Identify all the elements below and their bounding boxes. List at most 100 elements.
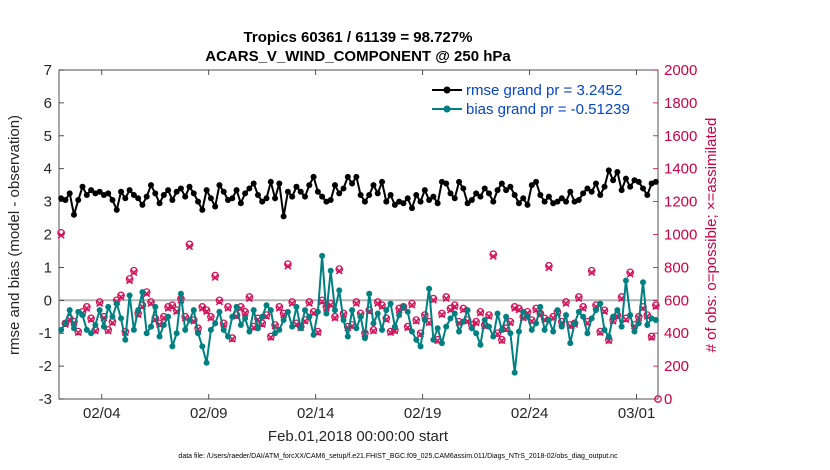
rmse-series-point xyxy=(212,203,219,210)
bias-series-point xyxy=(58,326,65,333)
bias-series-point xyxy=(225,333,232,340)
rmse-series-point xyxy=(246,185,253,192)
bias-series-point xyxy=(443,323,450,330)
bias-series-point xyxy=(130,326,137,333)
y-axis-label-right: # of obs: o=possible; ×=assimilated xyxy=(703,118,720,353)
rmse-series-point xyxy=(272,195,279,202)
obs-assimilated-marker xyxy=(472,319,480,327)
rmse-series-point xyxy=(515,200,522,207)
obs-possible-marker xyxy=(202,306,211,315)
bias-series-point xyxy=(156,333,163,340)
rmse-series-point xyxy=(391,201,398,208)
rmse-series-point xyxy=(105,190,112,197)
obs-possible-marker xyxy=(95,298,104,306)
bias-series-point xyxy=(597,300,604,307)
rmse-series-point xyxy=(473,190,480,197)
bias-series-point xyxy=(186,317,193,324)
obs-assimilated-marker xyxy=(498,337,506,345)
rmse-series-point xyxy=(383,198,390,205)
obs-assimilated-marker xyxy=(104,327,112,335)
obs-possible-marker xyxy=(181,312,190,321)
bias-series-point xyxy=(383,307,390,314)
rmse-series-point xyxy=(417,198,424,205)
bias-series-point xyxy=(545,317,552,324)
bias-series-point xyxy=(361,335,368,342)
obs-possible-marker xyxy=(654,395,662,403)
bias-series-point xyxy=(652,317,659,324)
bias-series-point xyxy=(554,307,561,314)
y-tick-label-right: 200 xyxy=(664,358,689,375)
bias-series-point xyxy=(143,330,150,337)
rmse-series-point xyxy=(327,196,334,203)
y-tick-label-right: 1200 xyxy=(664,194,697,211)
obs-possible-marker xyxy=(587,266,596,275)
rmse-series-point xyxy=(592,180,599,187)
obs-assimilated-marker xyxy=(83,304,91,312)
bias-series-point xyxy=(147,323,154,330)
rmse-series-point xyxy=(357,192,364,199)
bias-series-point xyxy=(353,325,360,332)
obs-assimilated-marker xyxy=(575,294,583,303)
obs-possible-marker xyxy=(647,332,656,341)
bias-series-point xyxy=(88,330,95,337)
rmse-series-point xyxy=(605,167,612,174)
bias-series-point xyxy=(267,307,274,314)
obs-possible-marker xyxy=(74,327,83,336)
rmse-series-point xyxy=(310,173,317,180)
rmse-series-point xyxy=(70,211,77,218)
rmse-series-point xyxy=(336,190,343,197)
obs-possible-marker xyxy=(352,298,361,306)
rmse-series-point xyxy=(443,180,450,187)
bias-series-point xyxy=(212,320,219,327)
rmse-series-point xyxy=(520,195,527,202)
bias-series-point xyxy=(567,340,574,347)
rmse-series-point xyxy=(400,200,407,207)
obs-possible-marker xyxy=(241,307,249,316)
rmse-series-point xyxy=(276,180,283,187)
bias-series-point xyxy=(344,333,351,340)
bias-series-point xyxy=(485,323,492,330)
chart-title-line1: Tropics 60361 / 61139 = 98.727% xyxy=(244,29,473,46)
rmse-series-point xyxy=(451,195,458,202)
bias-series-point xyxy=(177,290,184,297)
obs-possible-marker xyxy=(399,303,408,311)
x-axis-label: Feb.01,2018 00:00:00 start xyxy=(268,428,449,445)
legend-entry: bias grand pr = -0.51239 xyxy=(466,101,630,118)
rmse-series-point xyxy=(314,188,321,195)
obs-assimilated-marker xyxy=(207,314,215,322)
y-tick-label-left: 2 xyxy=(44,227,52,244)
rmse-series-point xyxy=(374,190,381,197)
y-tick-label-right: 600 xyxy=(664,292,689,309)
bias-series-point xyxy=(254,325,261,332)
obs-possible-marker xyxy=(147,298,155,306)
rmse-series-point xyxy=(464,200,471,207)
obs-possible-marker xyxy=(87,314,95,323)
bias-series-point xyxy=(229,313,236,320)
bias-series-point xyxy=(323,310,330,317)
bias-series-point xyxy=(195,330,202,337)
obs-possible-marker xyxy=(472,317,481,326)
obs-assimilated-marker xyxy=(387,329,395,337)
bias-series-point xyxy=(62,320,69,327)
rmse-series-point xyxy=(644,192,651,199)
bias-series-point xyxy=(434,325,441,332)
obs-assimilated-marker xyxy=(185,243,194,251)
rmse-series-point xyxy=(203,187,210,194)
rmse-series-point xyxy=(83,192,90,199)
bias-series-point xyxy=(524,313,531,320)
bias-series-point xyxy=(92,321,99,328)
obs-assimilated-marker xyxy=(117,293,125,301)
bias-series-point xyxy=(635,320,642,327)
bias-series-point xyxy=(417,343,424,350)
rmse-series-point xyxy=(468,196,475,203)
obs-possible-marker xyxy=(442,293,451,301)
bias-series-point xyxy=(520,308,527,315)
obs-possible-marker xyxy=(408,299,416,308)
rmse-series-point xyxy=(507,183,514,190)
rmse-series-point xyxy=(494,187,501,194)
y-tick-label-left: 0 xyxy=(44,292,52,309)
bias-series-point xyxy=(250,307,257,314)
bias-series-point xyxy=(182,326,189,333)
y-tick-label-left: 1 xyxy=(44,259,52,276)
bias-series-point xyxy=(558,323,565,330)
